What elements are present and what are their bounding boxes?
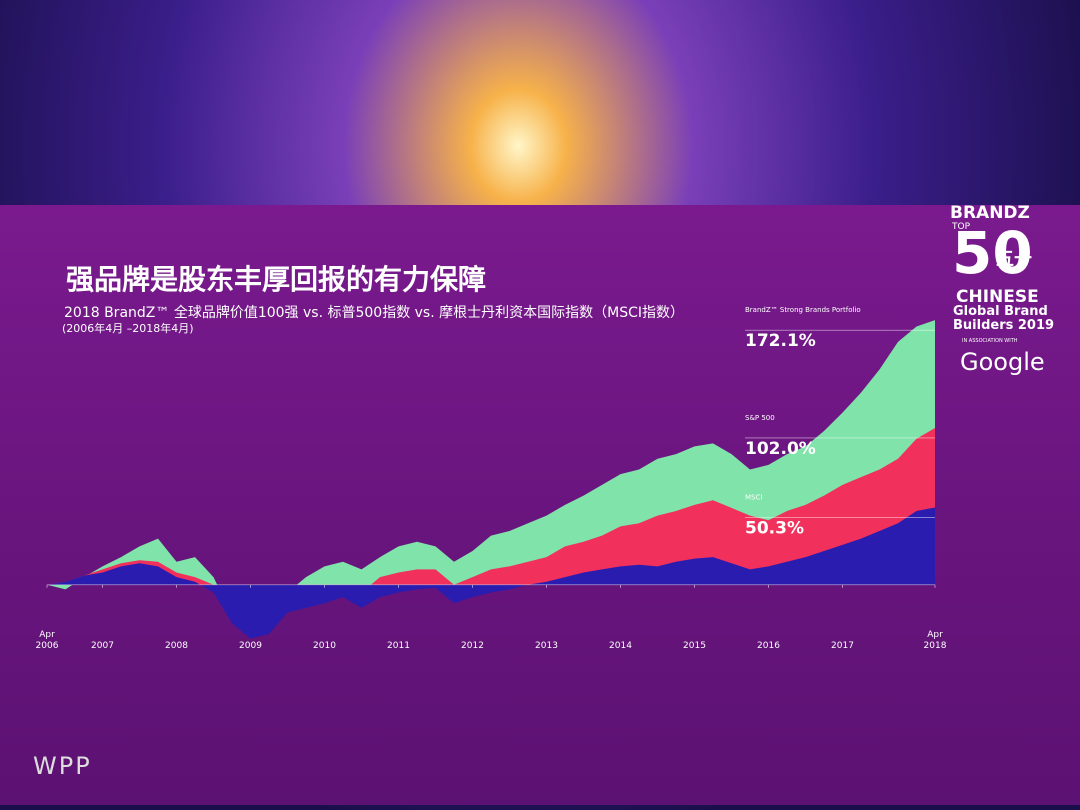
logo-partner: Google xyxy=(960,348,1045,376)
x-tick-label: 2014 xyxy=(609,641,632,651)
logo-number: 50 xyxy=(952,219,1033,287)
logo-chinese: 五十 xyxy=(996,249,1032,270)
logo-association: IN ASSOCIATION WITH xyxy=(962,338,1018,344)
series-name: BrandZ™ Strong Brands Portfolio xyxy=(745,306,861,314)
x-tick-label: 2012 xyxy=(461,641,484,651)
area xyxy=(47,507,935,639)
x-tick-label: Apr 2006 xyxy=(35,630,59,651)
x-tick-label: 2016 xyxy=(757,641,780,651)
period: (2006年4月 –2018年4月) xyxy=(62,322,194,335)
x-tick-label: 2010 xyxy=(313,641,336,651)
logo-line: Global Brand xyxy=(953,304,1048,319)
x-tick-label: 2013 xyxy=(535,641,558,651)
slide-title: 强品牌是股东丰厚回报的有力保障 xyxy=(66,263,487,296)
x-tick-label: 2015 xyxy=(683,641,706,651)
logo-brand: BRANDZ xyxy=(950,203,1030,223)
end-label: 102.0% xyxy=(745,439,816,459)
x-tick-label: Apr 2018 xyxy=(923,630,947,651)
x-tick-label: 2011 xyxy=(387,641,410,651)
end-label: 50.3% xyxy=(745,518,804,538)
logo-line: CHINESE xyxy=(956,287,1039,307)
logo-line: Builders 2019 xyxy=(953,318,1055,333)
footer-logo: WPP xyxy=(33,752,92,780)
x-tick-label: 2017 xyxy=(831,641,854,651)
x-tick-label: 2009 xyxy=(239,641,262,651)
end-label: 172.1% xyxy=(745,331,816,351)
x-tick-label: 2008 xyxy=(165,641,188,651)
logo-top: TOP xyxy=(952,222,971,232)
slide-subtitle: 2018 BrandZ™ 全球品牌价值100强 vs. 标普500指数 vs. … xyxy=(64,305,684,321)
series-name: MSCI xyxy=(745,493,762,501)
x-tick-label: 2007 xyxy=(91,641,114,651)
series-name: S&P 500 xyxy=(745,414,775,422)
